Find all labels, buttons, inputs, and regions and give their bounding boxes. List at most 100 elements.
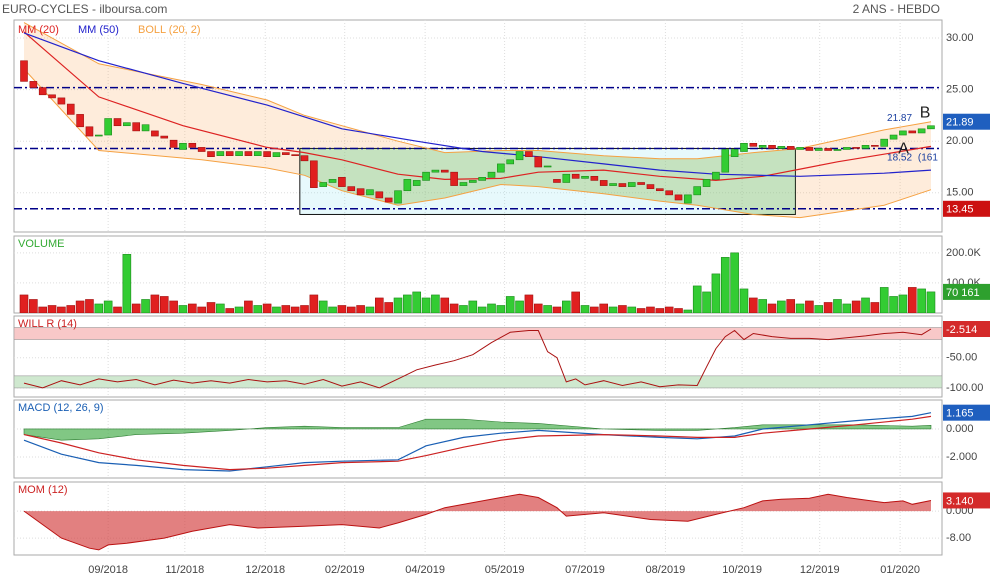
candle xyxy=(721,149,730,173)
candle xyxy=(244,151,253,156)
volume-bar xyxy=(440,297,450,313)
candle xyxy=(422,171,430,181)
last-value-box xyxy=(943,492,990,509)
last-value-box xyxy=(943,283,990,300)
candle xyxy=(786,146,795,150)
candle xyxy=(450,171,458,186)
volume-bar xyxy=(861,297,870,313)
bollinger-line xyxy=(23,68,932,219)
volume-bar xyxy=(524,294,534,313)
bollinger-line xyxy=(23,22,932,160)
candle xyxy=(440,169,449,173)
candle xyxy=(553,179,561,183)
candle xyxy=(188,142,197,148)
volume-bar xyxy=(730,252,739,313)
volume-bar xyxy=(533,303,543,313)
candle xyxy=(487,171,496,178)
candle xyxy=(338,177,346,187)
volume-bar xyxy=(328,306,337,313)
candle xyxy=(880,138,889,147)
volume-bar xyxy=(889,296,898,313)
candle xyxy=(534,156,543,168)
last-value-label: 21.89 xyxy=(946,117,974,129)
volume-bar xyxy=(468,300,478,313)
volume-bar xyxy=(505,296,515,313)
candle xyxy=(702,179,711,187)
volume-bar xyxy=(926,291,936,313)
volume-bar xyxy=(113,306,122,313)
volume-bar xyxy=(216,303,225,313)
volume-bar xyxy=(346,306,356,313)
volume-bar xyxy=(318,300,328,313)
candle xyxy=(412,180,421,186)
volume-bar xyxy=(674,308,683,313)
volume-bar xyxy=(590,306,599,313)
candle xyxy=(730,149,739,157)
macd-histogram xyxy=(23,418,932,441)
zone xyxy=(14,375,942,389)
candle xyxy=(478,177,486,181)
candle xyxy=(319,182,328,187)
volume-bar xyxy=(580,305,590,313)
candle xyxy=(525,151,533,157)
panel xyxy=(14,400,942,478)
x-tick-label: 04/2019 xyxy=(405,564,445,576)
candle xyxy=(824,148,832,151)
candle xyxy=(693,186,702,196)
candle xyxy=(758,145,767,148)
macd-line xyxy=(23,415,932,471)
volume-bar xyxy=(272,306,281,313)
candle xyxy=(300,155,309,162)
candle xyxy=(543,165,552,168)
volume-bar xyxy=(159,296,169,313)
candle xyxy=(356,188,365,196)
candle xyxy=(581,175,589,179)
volume-bar xyxy=(907,287,917,313)
volume-bar xyxy=(188,303,197,313)
channel-box xyxy=(299,147,796,215)
candle xyxy=(66,103,75,115)
candle xyxy=(160,135,169,139)
volume-bar xyxy=(702,291,711,313)
last-value-label: 70 161 xyxy=(946,287,980,299)
last-value-label: 3.140 xyxy=(946,495,974,507)
y-tick-label: -100.00 xyxy=(946,382,983,394)
bollinger-band xyxy=(24,22,931,218)
candle xyxy=(272,152,281,157)
legend-label: MM (20) xyxy=(18,24,59,36)
candle xyxy=(712,171,720,180)
volume-bar xyxy=(47,305,57,313)
volume-bar xyxy=(244,300,253,313)
volume-bar xyxy=(795,303,805,313)
volume-bar xyxy=(543,305,552,313)
x-tick-label: 05/2019 xyxy=(485,564,525,576)
volume-bar xyxy=(403,294,412,313)
volume-bar xyxy=(141,299,150,313)
candle xyxy=(833,149,842,151)
candle xyxy=(328,179,337,183)
volume-bar xyxy=(225,308,235,313)
annotation: A xyxy=(898,141,909,158)
volume-bar xyxy=(786,299,796,313)
candle xyxy=(843,147,851,150)
y-tick-label: 0.000 xyxy=(946,423,974,435)
annotation: B xyxy=(920,105,931,122)
candle xyxy=(384,197,393,203)
volume-bar xyxy=(94,303,104,313)
annotation: (161 xyxy=(918,152,938,163)
volume-bar xyxy=(664,306,674,313)
volume-bar xyxy=(898,294,908,313)
volume-bar xyxy=(636,308,646,313)
candle xyxy=(927,125,935,130)
candle xyxy=(562,173,571,183)
panel-title: VOLUME xyxy=(18,238,64,250)
candle xyxy=(852,147,860,149)
candle xyxy=(637,182,645,185)
panel xyxy=(14,316,942,397)
volume-bar xyxy=(777,300,786,313)
candle xyxy=(151,130,159,137)
volume-bar xyxy=(487,303,496,313)
volume-bar xyxy=(814,305,824,313)
volume-bar xyxy=(496,305,506,313)
